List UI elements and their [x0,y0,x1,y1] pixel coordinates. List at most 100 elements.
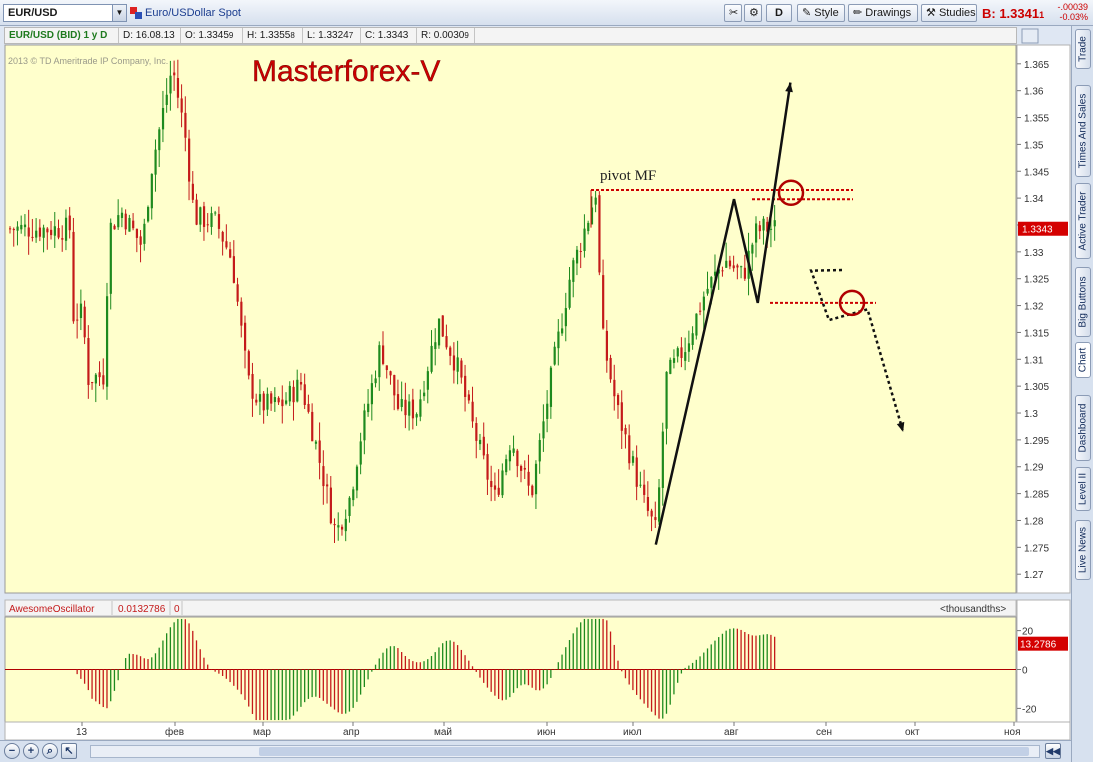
candle-body [240,301,243,326]
candle-body [9,228,12,230]
candle-body [285,400,288,404]
candle-body [337,525,340,528]
candle-body [635,457,638,487]
candle-body [385,365,388,371]
candle-body [434,342,437,350]
candle-body [154,149,157,175]
y-tick-label: 1.275 [1024,543,1049,554]
y-tick-label: 1.355 [1024,114,1049,125]
chevron-down-icon[interactable]: ▼ [112,5,126,21]
candle-body [299,381,303,385]
price-panel[interactable] [4,44,1017,594]
bid-price-sub: 1 [1039,10,1045,20]
candle-body [400,399,403,407]
candle-body [247,351,250,376]
candle-body [456,357,459,372]
tab-active-trader[interactable]: Active Trader [1075,183,1091,259]
candle-body [549,367,553,407]
candle-body [725,260,728,268]
candle-body [311,411,314,442]
cursor-icon[interactable]: ↖ [61,743,77,759]
scrollbar-thumb[interactable] [259,747,1029,756]
zoom-out-icon[interactable]: − [4,743,20,759]
info-low-sub: 7 [348,31,354,40]
tab-dashboard[interactable]: Dashboard [1075,395,1091,461]
candle-body [441,315,444,337]
bid-price: B: 1.33411 [982,6,1044,21]
chart-title: EUR/USD (BID) 1 y D [5,28,119,43]
x-tick-label: сен [816,727,832,738]
candle-body [490,480,493,488]
y-tick-label: 1.28 [1024,516,1044,527]
candle-body [38,227,42,237]
tab-trade[interactable]: Trade [1075,29,1091,69]
candle-body [672,358,676,363]
candle-body [255,399,258,403]
y-tick-label: 1.36 [1024,87,1044,98]
candle-body [161,107,165,130]
candle-body [497,487,500,495]
change-absolute: -.00039 [1057,2,1088,12]
chart-canvas[interactable]: 1.3651.361.3551.351.3451.341.3351.331.32… [0,0,1071,740]
zoom-in-icon[interactable]: + [23,743,39,759]
zoom-fit-icon[interactable]: ⌕ [42,743,58,759]
candle-body [546,403,549,419]
info-date: D: 16.08.13 [119,28,181,43]
expand-icon[interactable] [1021,28,1039,44]
candle-body [16,226,19,231]
candle-body [508,450,512,462]
candle-body [452,355,456,371]
candle-body [699,310,702,312]
candle-body [229,249,232,258]
oscillator-value: 0.0132786 [118,604,166,615]
y-tick-label: 1.32 [1024,302,1044,313]
time-scrollbar[interactable] [90,745,1040,758]
candle-body [91,382,94,384]
breakout-circle [777,179,805,206]
drawings-button[interactable]: ✏ Drawings [848,4,918,22]
tab-level-ii[interactable]: Level II [1075,467,1091,511]
style-button[interactable]: ✎ Style [797,4,845,22]
tab-times-and-sales[interactable]: Times And Sales [1075,85,1091,177]
candle-body [676,348,679,357]
candle-body [61,238,64,240]
candle-body [217,214,221,229]
candle-body [68,215,71,231]
tab-chart[interactable]: Chart [1075,342,1091,378]
candle-body [57,228,60,238]
candle-body [83,306,86,338]
candle-body [538,440,541,462]
scroll-start-icon[interactable]: ◀◀ [1045,743,1061,759]
candle-body [367,403,370,413]
candle-body [520,465,523,471]
candle-body [769,228,773,230]
symbol-selector[interactable]: EUR/USD ▼ [3,4,127,22]
y-tick-label: 1.285 [1024,490,1049,501]
candle-body [415,414,418,418]
candle-body [12,228,15,231]
aggregation-button[interactable]: D [766,4,792,22]
candle-body [396,394,400,409]
oscillator-param: 0 [174,604,180,615]
candle-body [773,220,776,227]
tab-big-buttons[interactable]: Big Buttons [1075,267,1091,337]
oscillator-name: AwesomeOscillator [9,604,95,615]
candle-body [755,223,758,243]
candle-body [132,220,135,229]
studies-button[interactable]: ⚒ Studies [921,4,977,22]
tab-live-news[interactable]: Live News [1075,520,1091,580]
candle-body [605,330,608,361]
candle-body [702,296,705,311]
candle-body [751,244,754,254]
candle-body [658,487,661,522]
wrench-icon[interactable]: ✂ [724,4,742,22]
link-icon[interactable]: ⚙ [744,4,762,22]
candle-body [20,224,23,230]
drawings-label: Drawings [865,7,912,19]
side-tab-panel: Trade Times And Sales Active Trader Big … [1071,26,1093,762]
candle-body [120,212,124,218]
candle-body [188,138,191,182]
candle-body [374,378,377,384]
last-price-label: 1.3343 [1022,225,1053,236]
